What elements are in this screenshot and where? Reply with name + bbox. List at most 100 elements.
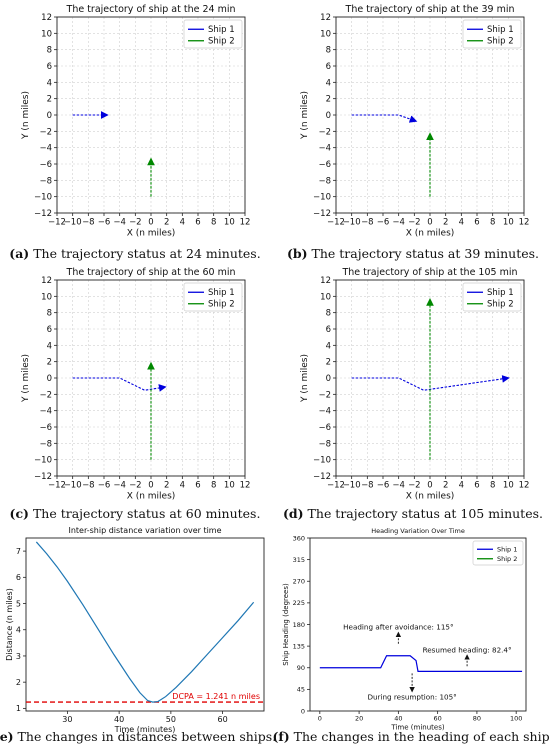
caption-b: (b) The trajectory status at 39 minutes. — [287, 246, 539, 261]
y-tick-label: −4 — [39, 407, 52, 417]
y-tick-label: −6 — [39, 423, 52, 433]
x-tick-label: 0 — [148, 481, 153, 491]
y-tick-label: 4 — [47, 78, 52, 88]
plot-frame — [25, 537, 265, 712]
y-tick-label: 2 — [47, 358, 52, 368]
x-tick-label: 12 — [519, 481, 530, 491]
chart-title: The trajectory of ship at the 39 min — [345, 4, 515, 15]
x-tick-label: 4 — [459, 481, 464, 491]
x-tick-label: 8 — [490, 218, 495, 228]
y-tick-label: 12 — [320, 276, 331, 286]
legend-label: Ship 2 — [208, 300, 235, 310]
x-tick-label: 2 — [443, 218, 448, 228]
series-line-distance — [35, 541, 255, 703]
y-axis-label: Y (n miles) — [300, 91, 310, 140]
x-tick-label: 40 — [394, 715, 402, 723]
y-tick-label: 2 — [326, 95, 331, 105]
chart-c: −12−10 −8 −6 −4 −2 0 2 4 6 8 10 12−12−10−8−6−4−2024… — [21, 267, 250, 502]
y-axis-label: Distance (n miles) — [5, 588, 14, 661]
y-tick-label: −12 — [313, 209, 331, 219]
x-tick-label: −12 — [327, 218, 345, 228]
chart-title: The trajectory of ship at the 105 min — [341, 267, 517, 278]
y-tick-label: −6 — [318, 423, 331, 433]
chart-title: The trajectory of ship at the 24 min — [66, 4, 236, 15]
x-tick-label: 80 — [473, 715, 481, 723]
y-axis-label: Y (n miles) — [21, 91, 31, 140]
y-tick-label: 12 — [320, 13, 331, 23]
x-tick-label: 0 — [148, 218, 153, 228]
x-tick-label: 8 — [211, 481, 216, 491]
legend-label: Ship 2 — [208, 37, 235, 47]
legend-label: Ship 2 — [497, 555, 517, 563]
x-tick-label: 10 — [503, 481, 514, 491]
y-tick-label: −4 — [318, 407, 331, 417]
y-tick-label: −10 — [313, 193, 331, 203]
x-tick-label: −10 — [343, 481, 361, 491]
x-tick-label: −8 — [82, 481, 95, 491]
y-tick-label: −4 — [318, 144, 331, 154]
x-axis-label: X (n miles) — [127, 492, 176, 502]
y-tick-label: 315 — [293, 556, 305, 564]
legend-label: Ship 1 — [487, 25, 514, 35]
legend-label: Ship 1 — [497, 546, 517, 554]
x-tick-label: 40 — [114, 715, 124, 724]
x-tick-label: 10 — [503, 218, 514, 228]
y-tick-label: 10 — [41, 29, 52, 39]
y-tick-label: 2 — [16, 678, 21, 687]
chart-a: −12−10 −8 −6 −4 −2 0 2 4 6 8 10 12−12−10−8−6−4−2024… — [21, 4, 250, 239]
y-tick-label: −4 — [39, 144, 52, 154]
y-tick-label: 90 — [297, 664, 305, 672]
y-tick-label: 1 — [16, 704, 21, 713]
x-tick-label: 60 — [433, 715, 441, 723]
x-axis-label: X (n miles) — [406, 492, 455, 502]
x-tick-label: −6 — [377, 481, 390, 491]
series-line-ship-1 — [319, 655, 523, 672]
caption-f: (f) The changes in the heading of each s… — [272, 729, 550, 744]
y-tick-label: −2 — [39, 390, 52, 400]
chart-title: Inter-ship distance variation over time — [68, 526, 221, 535]
x-tick-label: 10 — [224, 218, 235, 228]
y-tick-label: −8 — [39, 176, 52, 186]
y-tick-label: 6 — [326, 325, 331, 335]
x-tick-label: −2 — [129, 481, 142, 491]
y-tick-label: 225 — [293, 599, 305, 607]
x-tick-label: 8 — [211, 218, 216, 228]
y-tick-label: −2 — [318, 127, 331, 137]
y-tick-label: 7 — [16, 547, 21, 556]
y-tick-label: 4 — [47, 341, 52, 351]
y-tick-label: 2 — [326, 358, 331, 368]
y-tick-label: −10 — [34, 193, 52, 203]
x-axis-label: Time (minutes) — [114, 725, 176, 734]
y-tick-label: −2 — [39, 127, 52, 137]
x-axis-label: X (n miles) — [127, 229, 176, 239]
x-tick-label: 4 — [180, 481, 185, 491]
y-tick-label: 180 — [293, 621, 305, 629]
chart-e: 30 40 50 60 1 2 3 4 5 6 7 Inter-ship distance varia… — [5, 526, 265, 734]
y-tick-label: 10 — [320, 29, 331, 39]
y-tick-label: −10 — [34, 456, 52, 466]
y-tick-label: −12 — [313, 472, 331, 482]
x-tick-label: −8 — [361, 481, 374, 491]
y-tick-label: 270 — [293, 578, 305, 586]
chart-d: −12−10 −8 −6 −4 −2 0 2 4 6 8 10 12−12−10−8−6−4−2024… — [300, 267, 529, 502]
x-tick-label: −4 — [392, 218, 405, 228]
y-tick-label: 0 — [326, 111, 331, 121]
y-tick-label: 12 — [41, 276, 52, 286]
y-tick-label: 3 — [16, 652, 21, 661]
x-tick-label: 2 — [164, 481, 169, 491]
x-tick-label: 2 — [164, 218, 169, 228]
x-tick-label: −12 — [327, 481, 345, 491]
x-tick-label: 0 — [427, 218, 432, 228]
y-tick-label: 12 — [41, 13, 52, 23]
x-tick-label: −2 — [129, 218, 142, 228]
legend-label: Ship 1 — [487, 288, 514, 298]
y-tick-label: 45 — [297, 686, 305, 694]
series-line-ship-1 — [351, 114, 418, 123]
x-tick-label: −4 — [392, 481, 405, 491]
x-tick-label: −6 — [98, 481, 111, 491]
y-tick-label: 360 — [293, 534, 305, 542]
x-tick-label: 0 — [427, 481, 432, 491]
annotation-label: Resumed heading: 82.4° — [423, 645, 512, 654]
y-tick-label: 135 — [293, 642, 305, 650]
